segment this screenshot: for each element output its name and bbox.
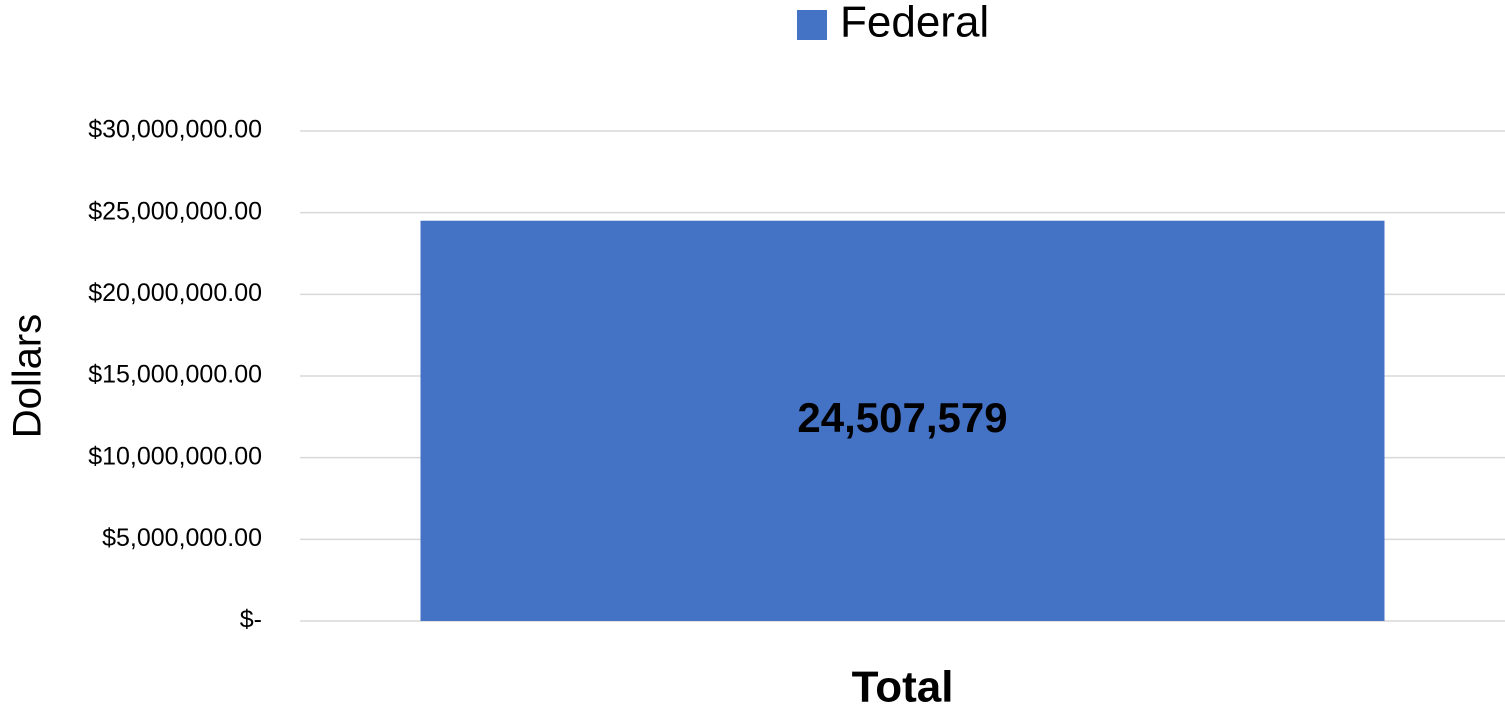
y-tick-label: $15,000,000.00 <box>88 361 262 389</box>
y-tick-label: $10,000,000.00 <box>88 442 262 470</box>
legend-swatch <box>797 10 827 40</box>
data-label: 24,507,579 <box>797 394 1007 441</box>
y-axis-label: Dollars <box>6 314 50 438</box>
y-tick-label: $25,000,000.00 <box>88 197 262 225</box>
bar <box>420 220 1385 622</box>
y-tick-label: $30,000,000.00 <box>88 116 262 144</box>
x-tick-label: Total <box>852 663 954 712</box>
y-tick-label: $5,000,000.00 <box>102 524 262 552</box>
y-tick-label: $- <box>240 606 262 634</box>
legend-label: Federal <box>840 0 989 47</box>
y-tick-label: $20,000,000.00 <box>88 279 262 307</box>
